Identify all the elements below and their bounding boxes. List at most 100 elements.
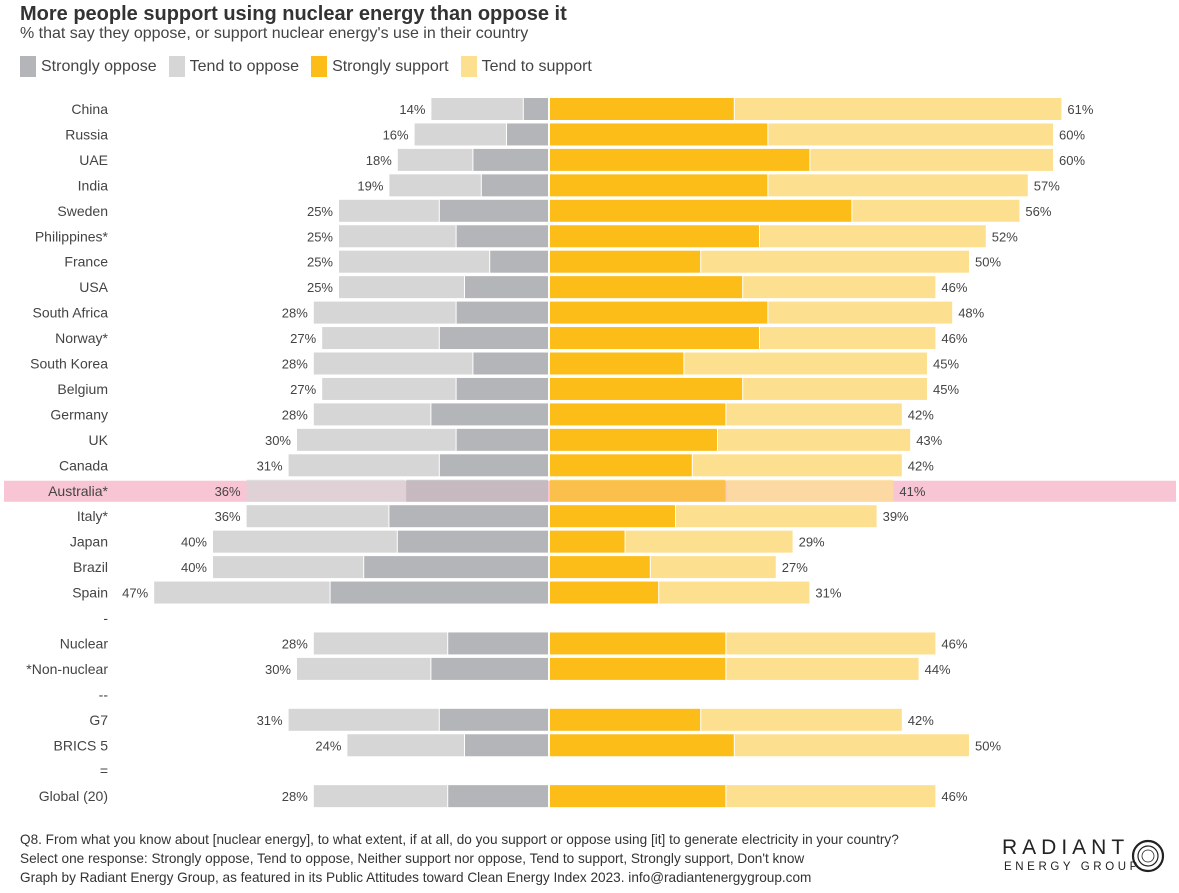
support-total-label-philippines: 52% bbox=[992, 229, 1018, 244]
bar-tend-to-oppose-spain bbox=[154, 581, 330, 604]
bar-strongly-support-sweden bbox=[550, 199, 852, 222]
bar-strongly-oppose-sweden bbox=[439, 199, 548, 222]
row-label-separator: = bbox=[100, 763, 108, 779]
bar-strongly-support-south-africa bbox=[550, 301, 768, 324]
row-label-usa: USA bbox=[79, 279, 108, 295]
oppose-total-label-china: 14% bbox=[399, 102, 425, 117]
legend-item-strongly-oppose: Strongly oppose bbox=[20, 56, 157, 77]
row-label-canada: Canada bbox=[59, 457, 108, 473]
bar-strongly-support-g7 bbox=[550, 708, 701, 731]
oppose-total-label-south-korea: 28% bbox=[282, 357, 308, 372]
bar-strongly-oppose-italy bbox=[389, 505, 548, 528]
row-label-nuclear: Nuclear bbox=[60, 635, 109, 651]
bar-strongly-support-china bbox=[550, 98, 734, 120]
bar-tend-to-oppose-france bbox=[339, 250, 490, 273]
bar-tend-to-oppose-japan bbox=[213, 530, 397, 553]
row-label-brics-5: BRICS 5 bbox=[54, 737, 109, 753]
bar-strongly-support-india bbox=[550, 174, 768, 197]
support-total-label-nuclear: 46% bbox=[941, 636, 967, 651]
oppose-total-label-belgium: 27% bbox=[290, 382, 316, 397]
bar-tend-to-oppose-brazil bbox=[213, 556, 364, 579]
bar-strongly-support-usa bbox=[550, 276, 743, 299]
oppose-total-label-brazil: 40% bbox=[181, 560, 207, 575]
support-total-label-japan: 29% bbox=[799, 535, 825, 550]
bar-strongly-support-nuclear bbox=[550, 632, 726, 655]
bar-strongly-support-spain bbox=[550, 581, 659, 604]
bar-tend-to-support-brazil bbox=[650, 556, 776, 579]
oppose-total-label-france: 25% bbox=[307, 255, 333, 270]
bar-tend-to-oppose-south-africa bbox=[313, 301, 456, 324]
oppose-total-label-global-20: 28% bbox=[282, 789, 308, 804]
oppose-total-label-norway: 27% bbox=[290, 331, 316, 346]
bar-strongly-oppose-g7 bbox=[439, 708, 548, 731]
bar-strongly-oppose-spain bbox=[330, 581, 548, 604]
support-total-label-non-nuclear: 44% bbox=[925, 662, 951, 677]
bar-strongly-oppose-brics-5 bbox=[465, 734, 548, 757]
oppose-total-label-australia: 36% bbox=[215, 484, 241, 499]
oppose-total-label-philippines: 25% bbox=[307, 229, 333, 244]
bar-tend-to-support-usa bbox=[743, 276, 936, 299]
footnote-question: Q8. From what you know about [nuclear en… bbox=[20, 832, 899, 847]
bar-tend-to-oppose-global-20 bbox=[313, 785, 448, 808]
bar-tend-to-support-south-korea bbox=[684, 352, 927, 375]
oppose-total-label-uk: 30% bbox=[265, 433, 291, 448]
bar-strongly-support-italy bbox=[550, 505, 675, 528]
support-total-label-south-africa: 48% bbox=[958, 306, 984, 321]
logo-ring-icon bbox=[1131, 839, 1165, 873]
bar-tend-to-oppose-philippines bbox=[339, 225, 456, 248]
bar-strongly-oppose-australia bbox=[406, 479, 548, 502]
logo-subtitle: ENERGY GROUP bbox=[1004, 861, 1141, 873]
bar-tend-to-support-india bbox=[768, 174, 1028, 197]
bar-strongly-oppose-norway bbox=[439, 327, 548, 350]
row-label-philippines: Philippines* bbox=[35, 228, 109, 244]
support-total-label-south-korea: 45% bbox=[933, 357, 959, 372]
bar-tend-to-oppose-belgium bbox=[322, 377, 456, 400]
legend-label-strongly-oppose: Strongly oppose bbox=[41, 57, 157, 75]
support-total-label-italy: 39% bbox=[883, 509, 909, 524]
legend-swatch-strongly-support bbox=[311, 56, 328, 77]
row-label-uae: UAE bbox=[79, 152, 108, 168]
support-total-label-sweden: 56% bbox=[1025, 204, 1051, 219]
bar-strongly-support-brazil bbox=[550, 556, 650, 579]
bar-strongly-oppose-belgium bbox=[456, 377, 548, 400]
support-total-label-belgium: 45% bbox=[933, 382, 959, 397]
bar-strongly-oppose-global-20 bbox=[448, 785, 548, 808]
oppose-total-label-g7: 31% bbox=[257, 713, 283, 728]
bar-strongly-oppose-non-nuclear bbox=[431, 657, 548, 680]
bar-strongly-oppose-usa bbox=[465, 276, 548, 299]
support-total-label-usa: 46% bbox=[941, 280, 967, 295]
bar-strongly-support-germany bbox=[550, 403, 726, 426]
row-label-separator: -- bbox=[99, 686, 109, 702]
bar-tend-to-support-germany bbox=[726, 403, 902, 426]
bar-tend-to-oppose-norway bbox=[322, 327, 439, 350]
bar-tend-to-support-global-20 bbox=[726, 785, 936, 808]
oppose-total-label-russia: 16% bbox=[383, 127, 409, 142]
row-label-sweden: Sweden bbox=[57, 203, 108, 219]
legend: Strongly oppose Tend to oppose Strongly … bbox=[20, 56, 604, 77]
legend-item-tend-to-oppose: Tend to oppose bbox=[168, 56, 300, 77]
support-total-label-spain: 31% bbox=[815, 586, 841, 601]
row-label-non-nuclear: *Non-nuclear bbox=[26, 661, 108, 677]
legend-label-tend-to-oppose: Tend to oppose bbox=[189, 57, 300, 75]
row-label-japan: Japan bbox=[70, 534, 108, 550]
legend-label-tend-to-support: Tend to support bbox=[481, 57, 592, 75]
bar-tend-to-support-canada bbox=[692, 454, 902, 477]
bar-strongly-oppose-uk bbox=[456, 428, 548, 451]
diverging-bar-chart: China 14% 61% Russia 16% 60% UAE 18% 60% India 19%… bbox=[4, 98, 1176, 808]
row-label-global-20: Global (20) bbox=[39, 788, 108, 804]
bar-tend-to-oppose-uae bbox=[397, 148, 473, 171]
bar-strongly-support-norway bbox=[550, 327, 759, 350]
oppose-total-label-germany: 28% bbox=[282, 407, 308, 422]
bar-tend-to-oppose-brics-5 bbox=[347, 734, 464, 757]
oppose-total-label-nuclear: 28% bbox=[282, 636, 308, 651]
bar-tend-to-oppose-italy bbox=[246, 505, 389, 528]
support-total-label-g7: 42% bbox=[908, 713, 934, 728]
bar-tend-to-support-uk bbox=[718, 428, 911, 451]
support-total-label-norway: 46% bbox=[941, 331, 967, 346]
logo-wordmark: RADIANT bbox=[1002, 836, 1130, 859]
row-label-uk: UK bbox=[89, 432, 109, 448]
legend-item-strongly-support: Strongly support bbox=[311, 56, 449, 77]
bar-tend-to-oppose-usa bbox=[339, 276, 464, 299]
bar-strongly-oppose-south-africa bbox=[456, 301, 548, 324]
oppose-total-label-brics-5: 24% bbox=[315, 738, 341, 753]
